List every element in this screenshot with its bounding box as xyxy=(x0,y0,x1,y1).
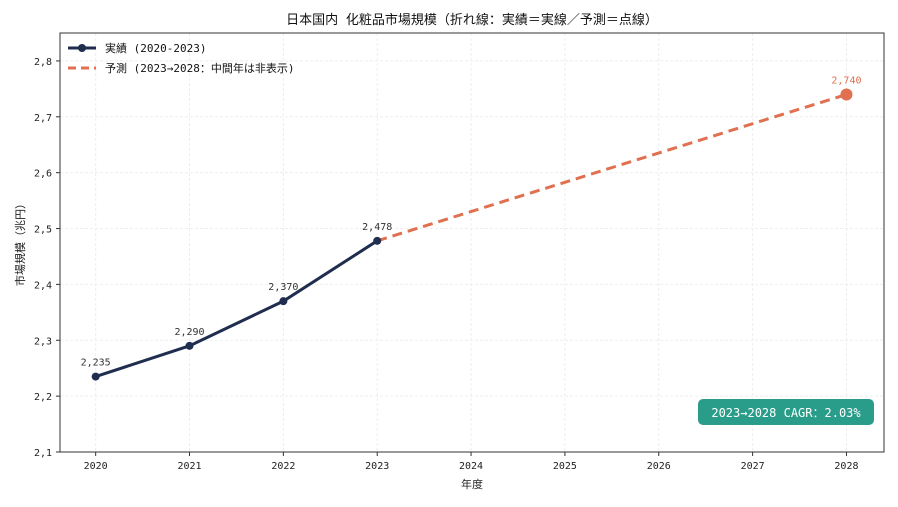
data-label: 2,235 xyxy=(81,358,111,369)
y-axis-label: 市場規模（兆円） xyxy=(13,198,27,286)
x-tick-label: 2028 xyxy=(834,461,858,472)
y-tick-label: 2,7 xyxy=(34,113,52,124)
forecast-point xyxy=(840,88,853,101)
actual-point xyxy=(91,372,100,381)
legend: 実績 (2020-2023) 予測 (2023→2028：中間年は非表示) xyxy=(68,41,294,75)
y-tick-label: 2,6 xyxy=(34,169,52,180)
x-tick-label: 2022 xyxy=(271,461,295,472)
x-tick-label: 2020 xyxy=(84,461,108,472)
plot-frame xyxy=(59,32,885,453)
legend-actual: 実績 (2020-2023) xyxy=(105,41,206,55)
y-tick-label: 2,5 xyxy=(34,225,52,236)
y-tick-label: 2,2 xyxy=(34,392,52,403)
actual-point xyxy=(279,297,288,306)
data-label: 2,478 xyxy=(362,222,392,233)
legend-forecast: 予測 (2023→2028：中間年は非表示) xyxy=(105,61,294,75)
y-tick-label: 2,1 xyxy=(34,448,52,459)
data-label: 2,290 xyxy=(174,327,204,338)
x-tick-label: 2024 xyxy=(459,461,483,472)
x-tick-label: 2021 xyxy=(177,461,201,472)
y-tick-label: 2,3 xyxy=(34,336,52,347)
y-tick-label: 2,8 xyxy=(34,57,52,68)
x-tick-label: 2025 xyxy=(553,461,577,472)
data-label: 2,740 xyxy=(831,75,861,86)
x-tick-label: 2027 xyxy=(741,461,765,472)
cagr-text: 2023→2028 CAGR：2.03% xyxy=(711,406,861,420)
actual-point xyxy=(373,236,382,245)
x-axis-label: 年度 xyxy=(461,477,483,491)
data-label: 2,370 xyxy=(268,282,298,293)
chart-title: 日本国内 化粧品市場規模（折れ線：実績＝実線／予測＝点線） xyxy=(286,12,658,28)
y-tick-label: 2,4 xyxy=(34,280,52,291)
x-tick-label: 2026 xyxy=(647,461,671,472)
forecast-line xyxy=(376,93,847,243)
cagr-annotation: 2023→2028 CAGR：2.03% xyxy=(698,399,874,425)
x-tick-label: 2023 xyxy=(365,461,389,472)
actual-point xyxy=(185,341,194,350)
actual-line xyxy=(95,239,379,379)
